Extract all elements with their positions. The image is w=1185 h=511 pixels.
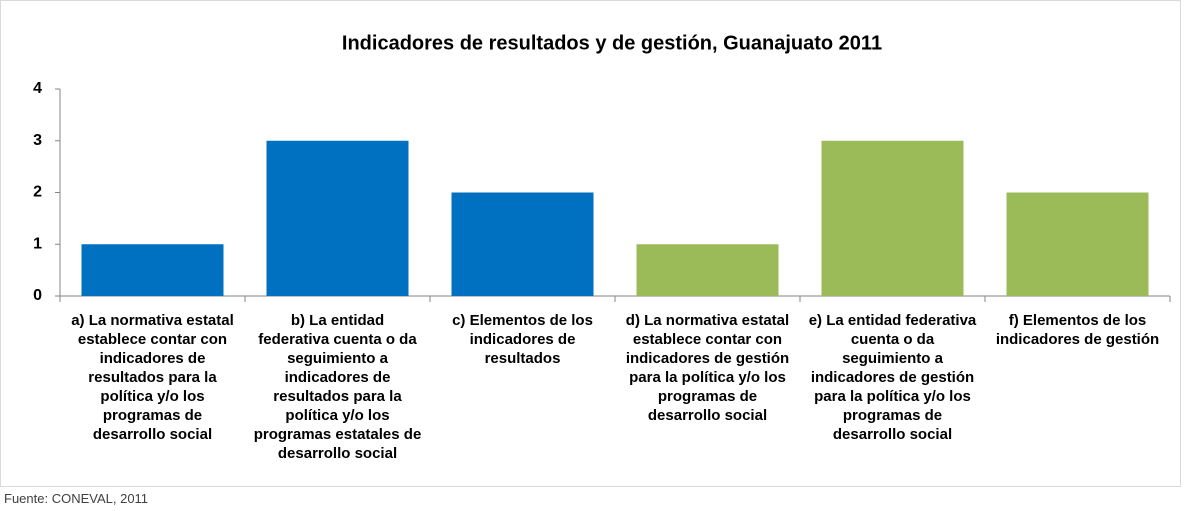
bar <box>1006 192 1149 296</box>
bar <box>266 140 409 296</box>
y-tick-label: 3 <box>33 132 42 149</box>
bar <box>81 244 224 296</box>
bar <box>821 140 964 296</box>
y-tick-label: 0 <box>33 287 42 304</box>
y-tick-label: 4 <box>33 80 42 97</box>
x-tick-label: c) Elementos de los indicadores de resul… <box>452 312 593 367</box>
chart-border <box>0 0 1181 487</box>
bar <box>636 244 779 296</box>
y-tick-label: 1 <box>33 235 42 252</box>
bar <box>451 192 594 296</box>
y-tick-label: 2 <box>33 184 42 201</box>
source-note: Fuente: CONEVAL, 2011 <box>4 491 149 506</box>
x-tick-label: a) La normativa estatal establece contar… <box>71 312 234 443</box>
chart-title: Indicadores de resultados y de gestión, … <box>342 32 882 54</box>
x-tick-label: d) La normativa estatal establece contar… <box>625 312 790 424</box>
x-tick-label: e) La entidad federativa cuenta o da seg… <box>808 312 977 443</box>
x-tick-label: f) Elementos de los indicadores de gesti… <box>995 312 1160 348</box>
x-tick-label: b) La entidad federativa cuenta o da seg… <box>253 312 422 462</box>
